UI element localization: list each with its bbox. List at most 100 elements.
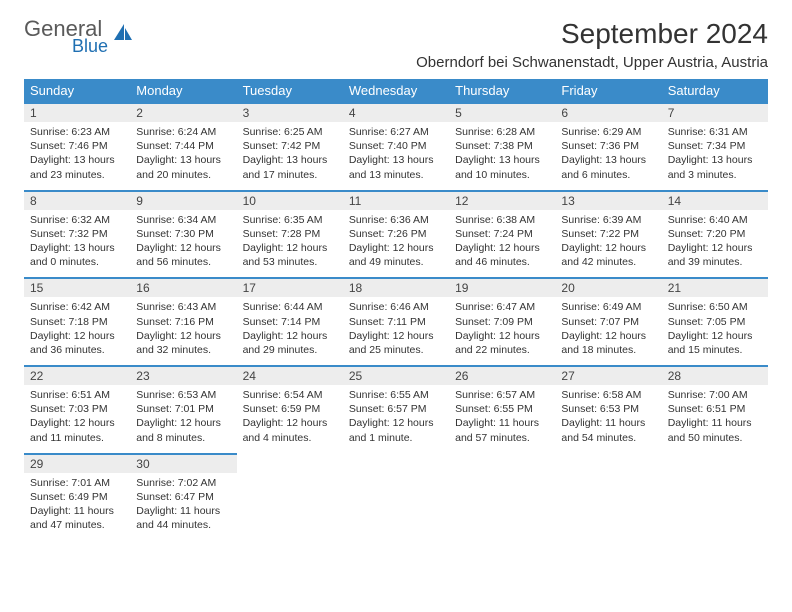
calendar-day-cell: 19 Sunrise: 6:47 AMSunset: 7:09 PMDayligh…: [449, 277, 555, 365]
day-details: Sunrise: 6:38 AMSunset: 7:24 PMDaylight:…: [449, 210, 555, 278]
calendar-day-cell: 1Sunrise: 6:23 AMSunset: 7:46 PMDaylight…: [24, 102, 130, 190]
sunrise-text: Sunrise: 6:28 AM: [455, 125, 549, 139]
sunset-text: Sunset: 6:55 PM: [455, 402, 549, 416]
daylight-text: Daylight: 12 hours and 49 minutes.: [349, 241, 443, 269]
sunset-text: Sunset: 7:07 PM: [561, 315, 655, 329]
sunset-text: Sunset: 7:05 PM: [668, 315, 762, 329]
sunrise-text: Sunrise: 6:44 AM: [243, 300, 337, 314]
sunset-text: Sunset: 7:18 PM: [30, 315, 124, 329]
day-number: 27: [555, 365, 661, 385]
sunrise-text: Sunrise: 6:43 AM: [136, 300, 230, 314]
day-number: 19: [449, 277, 555, 297]
calendar-week-row: 15Sunrise: 6:42 AMSunset: 7:18 PMDayligh…: [24, 277, 768, 365]
daylight-text: Daylight: 13 hours and 13 minutes.: [349, 153, 443, 181]
day-details: Sunrise: 6:31 AMSunset: 7:34 PMDaylight:…: [662, 122, 768, 190]
day-number: 9: [130, 190, 236, 210]
weekday-header: Wednesday: [343, 79, 449, 102]
day-details: Sunrise: 6:53 AMSunset: 7:01 PMDaylight:…: [130, 385, 236, 453]
calendar-day-cell: 11Sunrise: 6:36 AMSunset: 7:26 PMDayligh…: [343, 190, 449, 278]
month-title: September 2024: [416, 18, 768, 50]
sunset-text: Sunset: 6:59 PM: [243, 402, 337, 416]
sunrise-text: Sunrise: 6:50 AM: [668, 300, 762, 314]
daylight-text: Daylight: 12 hours and 18 minutes.: [561, 329, 655, 357]
logo-text-blue: Blue: [72, 37, 108, 55]
day-number: 3: [237, 102, 343, 122]
day-number: 22: [24, 365, 130, 385]
day-details: Sunrise: 6:42 AMSunset: 7:18 PMDaylight:…: [24, 297, 130, 365]
sunset-text: Sunset: 7:42 PM: [243, 139, 337, 153]
sunset-text: Sunset: 7:20 PM: [668, 227, 762, 241]
daylight-text: Daylight: 12 hours and 8 minutes.: [136, 416, 230, 444]
sunrise-text: Sunrise: 6:23 AM: [30, 125, 124, 139]
day-number: 12: [449, 190, 555, 210]
daylight-text: Daylight: 12 hours and 32 minutes.: [136, 329, 230, 357]
day-details: Sunrise: 6:54 AMSunset: 6:59 PMDaylight:…: [237, 385, 343, 453]
sunrise-text: Sunrise: 6:25 AM: [243, 125, 337, 139]
sunrise-text: Sunrise: 6:32 AM: [30, 213, 124, 227]
daylight-text: Daylight: 12 hours and 1 minute.: [349, 416, 443, 444]
daylight-text: Daylight: 12 hours and 46 minutes.: [455, 241, 549, 269]
sunset-text: Sunset: 6:47 PM: [136, 490, 230, 504]
sunset-text: Sunset: 7:03 PM: [30, 402, 124, 416]
sunset-text: Sunset: 7:28 PM: [243, 227, 337, 241]
daylight-text: Daylight: 12 hours and 4 minutes.: [243, 416, 337, 444]
sunset-text: Sunset: 6:49 PM: [30, 490, 124, 504]
location-subtitle: Oberndorf bei Schwanenstadt, Upper Austr…: [416, 54, 768, 71]
calendar-day-cell: 25Sunrise: 6:55 AMSunset: 6:57 PMDayligh…: [343, 365, 449, 453]
sunset-text: Sunset: 7:16 PM: [136, 315, 230, 329]
calendar-day-cell: 24Sunrise: 6:54 AMSunset: 6:59 PMDayligh…: [237, 365, 343, 453]
day-number: 16: [130, 277, 236, 297]
day-number: 29: [24, 453, 130, 473]
day-details: Sunrise: 6:25 AMSunset: 7:42 PMDaylight:…: [237, 122, 343, 190]
day-details: Sunrise: 6:50 AMSunset: 7:05 PMDaylight:…: [662, 297, 768, 365]
sunrise-text: Sunrise: 6:42 AM: [30, 300, 124, 314]
weekday-header: Friday: [555, 79, 661, 102]
sunset-text: Sunset: 7:09 PM: [455, 315, 549, 329]
sunrise-text: Sunrise: 6:24 AM: [136, 125, 230, 139]
day-number: 15: [24, 277, 130, 297]
sunrise-text: Sunrise: 6:46 AM: [349, 300, 443, 314]
day-details: Sunrise: 7:00 AMSunset: 6:51 PMDaylight:…: [662, 385, 768, 453]
day-number: 11: [343, 190, 449, 210]
daylight-text: Daylight: 13 hours and 23 minutes.: [30, 153, 124, 181]
daylight-text: Daylight: 12 hours and 42 minutes.: [561, 241, 655, 269]
sunrise-text: Sunrise: 6:35 AM: [243, 213, 337, 227]
day-details: Sunrise: 6:28 AMSunset: 7:38 PMDaylight:…: [449, 122, 555, 190]
sunrise-text: Sunrise: 6:27 AM: [349, 125, 443, 139]
calendar-day-cell: 23Sunrise: 6:53 AMSunset: 7:01 PMDayligh…: [130, 365, 236, 453]
calendar-week-row: 1Sunrise: 6:23 AMSunset: 7:46 PMDaylight…: [24, 102, 768, 190]
day-number: 7: [662, 102, 768, 122]
daylight-text: Daylight: 11 hours and 57 minutes.: [455, 416, 549, 444]
day-details: Sunrise: 7:01 AMSunset: 6:49 PMDaylight:…: [24, 473, 130, 541]
calendar-day-cell: 8Sunrise: 6:32 AMSunset: 7:32 PMDaylight…: [24, 190, 130, 278]
sunset-text: Sunset: 6:51 PM: [668, 402, 762, 416]
calendar-day-cell: 28Sunrise: 7:00 AMSunset: 6:51 PMDayligh…: [662, 365, 768, 453]
daylight-text: Daylight: 12 hours and 22 minutes.: [455, 329, 549, 357]
sunrise-text: Sunrise: 6:54 AM: [243, 388, 337, 402]
sunset-text: Sunset: 7:36 PM: [561, 139, 655, 153]
calendar-day-cell: 7Sunrise: 6:31 AMSunset: 7:34 PMDaylight…: [662, 102, 768, 190]
day-details: Sunrise: 6:34 AMSunset: 7:30 PMDaylight:…: [130, 210, 236, 278]
day-number: 4: [343, 102, 449, 122]
calendar-day-cell: [662, 453, 768, 541]
day-number: 2: [130, 102, 236, 122]
weekday-header-row: Sunday Monday Tuesday Wednesday Thursday…: [24, 79, 768, 102]
day-number: 18: [343, 277, 449, 297]
calendar-day-cell: 9Sunrise: 6:34 AMSunset: 7:30 PMDaylight…: [130, 190, 236, 278]
sunrise-text: Sunrise: 6:47 AM: [455, 300, 549, 314]
calendar-day-cell: 29Sunrise: 7:01 AMSunset: 6:49 PMDayligh…: [24, 453, 130, 541]
weekday-header: Thursday: [449, 79, 555, 102]
calendar-day-cell: 12Sunrise: 6:38 AMSunset: 7:24 PMDayligh…: [449, 190, 555, 278]
sunset-text: Sunset: 7:24 PM: [455, 227, 549, 241]
sunset-text: Sunset: 7:14 PM: [243, 315, 337, 329]
calendar-day-cell: [237, 453, 343, 541]
sunrise-text: Sunrise: 6:40 AM: [668, 213, 762, 227]
calendar-week-row: 8Sunrise: 6:32 AMSunset: 7:32 PMDaylight…: [24, 190, 768, 278]
daylight-text: Daylight: 12 hours and 25 minutes.: [349, 329, 443, 357]
day-number: 28: [662, 365, 768, 385]
daylight-text: Daylight: 12 hours and 39 minutes.: [668, 241, 762, 269]
daylight-text: Daylight: 12 hours and 56 minutes.: [136, 241, 230, 269]
day-details: Sunrise: 6:29 AMSunset: 7:36 PMDaylight:…: [555, 122, 661, 190]
calendar-day-cell: 18Sunrise: 6:46 AMSunset: 7:11 PMDayligh…: [343, 277, 449, 365]
calendar-day-cell: 2Sunrise: 6:24 AMSunset: 7:44 PMDaylight…: [130, 102, 236, 190]
